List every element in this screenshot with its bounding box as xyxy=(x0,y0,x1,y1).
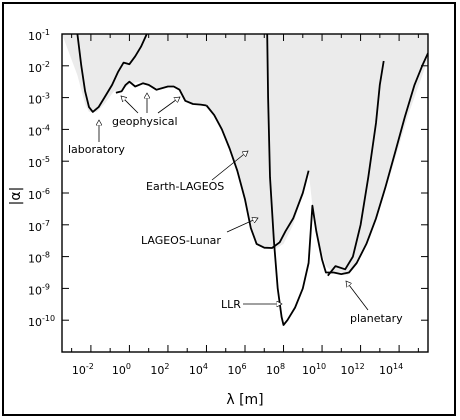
annotation-laboratory: laboratory xyxy=(68,143,125,156)
x-tick-label: 1010 xyxy=(302,362,326,377)
y-tick-label: 10-5 xyxy=(28,155,50,170)
x-tick-label: 104 xyxy=(189,362,208,377)
x-tick-label: 108 xyxy=(266,362,285,377)
y-tick-label: 10-3 xyxy=(28,92,50,107)
x-tick-label: 102 xyxy=(150,362,169,377)
x-tick-label: 100 xyxy=(112,362,131,377)
annotation-planetary: planetary xyxy=(350,312,403,325)
x-tick-label: 1014 xyxy=(379,362,403,377)
y-tick-label: 10-4 xyxy=(28,123,50,138)
annotation-geophysical-arrow-1 xyxy=(121,96,139,114)
constraint-curve-1 xyxy=(76,34,148,113)
x-axis-title: λ [m] xyxy=(226,392,263,408)
annotation-llr: LLR xyxy=(221,298,241,311)
figure-frame xyxy=(2,2,456,416)
annotation-lageos-lunar-arrow xyxy=(226,218,258,233)
constraint-curve-4 xyxy=(266,34,428,326)
annotations: laboratory geophysical Earth-LAGEOS LAGE… xyxy=(68,93,403,325)
x-tick-label: 1012 xyxy=(340,362,364,377)
annotation-planetary-arrow xyxy=(346,281,369,311)
x-tick-label: 10-2 xyxy=(72,362,94,377)
annotation-earth-lageos: Earth-LAGEOS xyxy=(146,180,224,193)
y-tick-label: 10-7 xyxy=(28,219,50,234)
y-tick-label: 10-2 xyxy=(28,60,50,75)
annotation-geophysical: geophysical xyxy=(112,115,178,128)
y-tick-label: 10-6 xyxy=(28,187,50,202)
y-tick-label: 10-8 xyxy=(28,251,50,266)
annotation-earth-lageos-arrow xyxy=(211,151,248,181)
y-tick-label: 10-1 xyxy=(28,28,50,43)
y-axis-ticks: 10-1 10-2 10-3 10-4 10-5 10-6 10-7 10-8 10-9 10-1… xyxy=(28,28,428,353)
annotation-geophysical-arrow-3 xyxy=(157,97,180,114)
constraint-curve-2 xyxy=(115,80,207,107)
constraint-curve-3 xyxy=(205,104,310,249)
x-tick-label: 106 xyxy=(227,362,246,377)
constraint-curve-5 xyxy=(327,60,385,277)
y-axis-title: |α| xyxy=(8,187,24,206)
annotation-lageos-lunar: LAGEOS-Lunar xyxy=(141,234,221,247)
y-tick-label: 10-9 xyxy=(28,282,50,297)
y-tick-label: 10-10 xyxy=(28,314,55,329)
x-axis-ticks: 10-2 100 102 104 106 108 1010 1012 1014 xyxy=(71,34,419,377)
